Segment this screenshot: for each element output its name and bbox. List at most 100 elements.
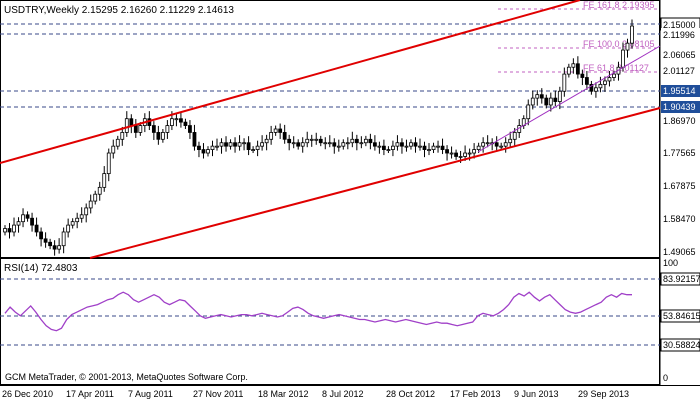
price-label-1-58470: 1.58470 [663,214,696,224]
channel-lower-line[interactable] [89,107,661,259]
candle-body [404,145,409,148]
candle-body [580,73,585,78]
candle-body [598,83,603,89]
candle-body [553,97,558,102]
time-label-3: 7 Aug 2011 [128,389,173,399]
price-label-1-90439: 1.90439 [663,102,696,112]
candle-body [75,217,80,223]
price-pane[interactable] [0,0,660,258]
price-label-2-06065: 2.06065 [663,50,696,60]
time-axis: 26 Dec 2010 17 Apr 2011 7 Aug 2011 27 No… [2,389,629,399]
price-label-2-01127: 2.01127 [663,66,695,76]
rsi-label-83: 83.92157 [663,274,700,284]
candlestick-series[interactable] [3,19,634,256]
candle-body [66,224,71,233]
candle-body [255,145,260,150]
channel-upper-line[interactable] [0,0,581,164]
candle-body [61,231,66,247]
candle-body [21,214,25,223]
candle-body [575,63,580,75]
candle-body [233,142,237,147]
price-label-1-86970: 1.86970 [663,116,696,126]
candle-body [467,152,472,155]
price-badge-2-11996 [661,28,700,40]
candle-body [548,97,553,106]
candle-body [188,125,192,133]
time-label-9: 9 Jun 2013 [514,389,559,399]
candle-body [260,142,265,147]
candle-body [539,94,544,99]
candle-body [210,145,215,150]
candle-body [215,145,219,148]
candle-body [138,125,143,133]
candle-body [449,152,454,155]
candle-body [287,138,292,144]
candle-body [79,214,84,219]
copyright-text: GCM MetaTrader, © 2001-2013, MetaQuotes … [5,372,248,382]
rsi-badge-53 [660,309,700,323]
fib-label-61-8: FE 61.8 2.01127 [583,63,649,73]
candle-body [305,138,310,144]
rsi-title: RSI(14) 72.4803 [4,263,78,274]
price-label-2-11996: 2.11996 [663,30,695,40]
candle-body [264,138,269,144]
price-axis: 2.15000 2.11996 2.06065 2.01127 1.95514 … [660,17,700,257]
rsi-pane[interactable] [0,258,660,385]
rsi-levels [0,278,660,346]
fib-label-161-8: FE 161.8 2.19395 [583,0,655,10]
price-badge-1-95514 [661,85,700,97]
candle-body [39,231,43,240]
candle-body [621,49,625,68]
candle-body [557,90,562,102]
fib-label-100: FE 100.0 2.08105 [583,39,655,49]
candle-body [445,149,449,154]
candle-body [431,145,436,150]
candle-body [603,80,607,85]
time-label-1: 26 Dec 2010 [2,389,53,399]
candle-body [48,241,53,247]
candle-body [129,118,134,126]
time-label-2: 17 Apr 2011 [66,389,114,399]
candle-body [124,118,129,133]
candle-body [192,132,197,147]
candle-body [332,142,337,147]
candle-body [183,121,188,126]
candle-body [57,245,62,250]
candle-body [52,245,57,250]
candle-body [30,217,34,226]
candle-body [97,186,102,195]
candle-body [151,125,156,133]
price-badge-1-90439 [661,101,700,113]
time-label-10: 29 Sep 2013 [578,389,629,399]
candle-body [508,138,513,144]
candle-body [111,145,116,154]
candle-body [350,138,355,144]
candle-body [93,193,98,202]
rsi-label-30: 30.58824 [663,340,700,350]
candle-body [237,142,242,147]
candle-body [544,97,549,106]
trendline-purple[interactable] [477,45,661,153]
candle-body [224,142,228,147]
candle-body [391,145,395,150]
candle-body [169,118,174,126]
candle-body [472,149,477,154]
candle-body [201,149,206,154]
rsi-line[interactable] [4,291,632,332]
chart-header: USDTRY,Weekly 2.15295 2.16260 2.11229 2.… [4,5,234,16]
price-label-1-77565: 1.77565 [663,148,696,158]
candle-body [427,149,431,151]
candle-body [625,42,630,51]
horizontal-levels [0,23,660,108]
candle-body [345,142,350,145]
candle-body [377,145,382,148]
candle-body [535,94,540,99]
candle-body [422,145,427,150]
candle-body [594,87,598,92]
candle-body [179,118,183,123]
candle-body [115,138,120,147]
candle-body [251,149,255,151]
rsi-badge-30 [660,338,700,352]
